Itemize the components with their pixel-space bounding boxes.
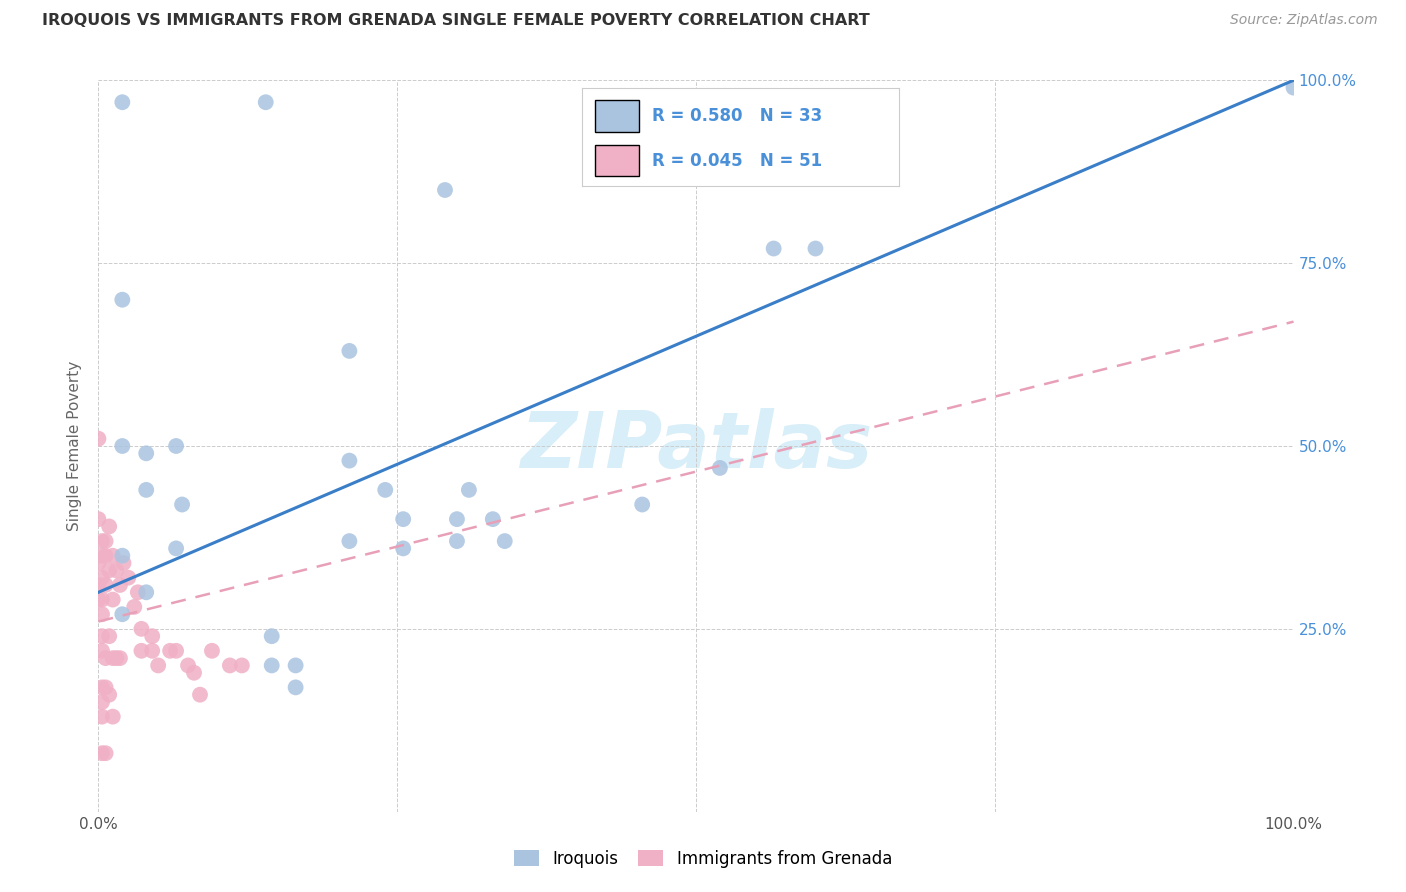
Point [117, 571, 139, 585]
Point [87, 512, 110, 526]
Point [101, 592, 124, 607]
Text: ZIPatlas: ZIPatlas [520, 408, 872, 484]
Point [1282, 80, 1305, 95]
Point [94, 746, 117, 760]
Point [91, 644, 114, 658]
Point [94, 534, 117, 549]
Point [101, 651, 124, 665]
Point [284, 681, 307, 695]
Point [91, 709, 114, 723]
Point [165, 541, 187, 556]
Point [127, 585, 149, 599]
Point [339, 343, 360, 358]
Point [91, 629, 114, 643]
Point [135, 585, 157, 599]
Point [91, 549, 114, 563]
Y-axis label: Single Female Poverty: Single Female Poverty [67, 361, 83, 531]
Point [111, 439, 134, 453]
Point [458, 483, 481, 497]
Point [98, 629, 121, 643]
Point [111, 549, 134, 563]
Point [135, 483, 157, 497]
Point [87, 556, 110, 570]
Point [392, 541, 415, 556]
Point [260, 658, 283, 673]
Point [433, 183, 456, 197]
Point [165, 439, 187, 453]
Point [111, 293, 134, 307]
Point [339, 534, 360, 549]
Point [91, 534, 114, 549]
Point [98, 688, 121, 702]
Point [91, 681, 114, 695]
Point [188, 688, 211, 702]
Point [101, 709, 124, 723]
Point [177, 658, 200, 673]
Point [112, 556, 135, 570]
Point [108, 578, 131, 592]
Point [135, 446, 157, 460]
Point [98, 563, 121, 577]
Point [111, 95, 134, 110]
Point [141, 644, 163, 658]
Point [762, 242, 785, 256]
Point [339, 453, 360, 467]
Point [91, 695, 114, 709]
Point [709, 461, 731, 475]
Point [131, 622, 153, 636]
Point [98, 519, 121, 533]
Point [631, 498, 654, 512]
Point [94, 681, 117, 695]
Point [94, 651, 117, 665]
Point [446, 512, 468, 526]
Point [91, 592, 114, 607]
Point [131, 644, 153, 658]
Point [374, 483, 396, 497]
Point [91, 571, 114, 585]
Point [804, 242, 827, 256]
Point [91, 746, 114, 760]
Legend: Iroquois, Immigrants from Grenada: Iroquois, Immigrants from Grenada [508, 844, 898, 875]
Point [183, 665, 205, 680]
Point [446, 534, 468, 549]
Point [94, 549, 117, 563]
Point [254, 95, 277, 110]
Point [201, 644, 224, 658]
Point [87, 592, 110, 607]
Point [219, 658, 242, 673]
Point [159, 644, 181, 658]
Point [494, 534, 516, 549]
Point [105, 563, 128, 577]
Point [91, 607, 114, 622]
Point [148, 658, 170, 673]
Point [87, 578, 110, 592]
Point [87, 432, 110, 446]
Point [284, 658, 307, 673]
Text: Source: ZipAtlas.com: Source: ZipAtlas.com [1230, 13, 1378, 28]
Point [108, 651, 131, 665]
Point [260, 629, 283, 643]
Point [392, 512, 415, 526]
Point [165, 644, 187, 658]
Point [141, 629, 163, 643]
Point [101, 549, 124, 563]
Point [124, 599, 146, 614]
Point [231, 658, 253, 673]
Point [94, 578, 117, 592]
Point [481, 512, 505, 526]
Point [111, 607, 134, 622]
Point [172, 498, 194, 512]
Point [105, 651, 128, 665]
Text: IROQUOIS VS IMMIGRANTS FROM GRENADA SINGLE FEMALE POVERTY CORRELATION CHART: IROQUOIS VS IMMIGRANTS FROM GRENADA SING… [42, 13, 870, 29]
